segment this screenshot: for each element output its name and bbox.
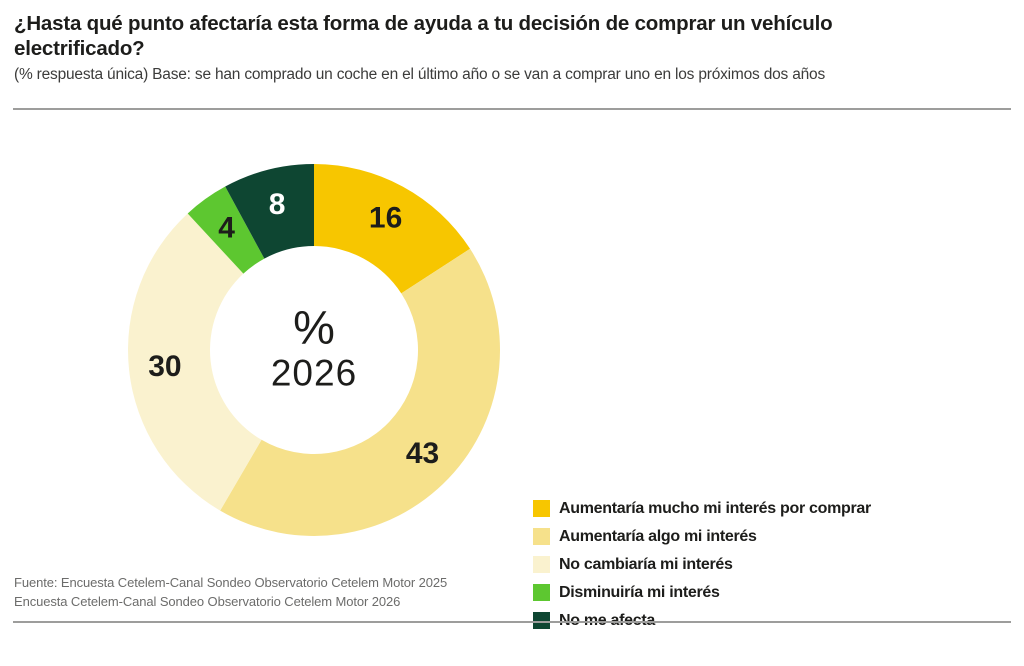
donut-chart: 16 43 30 4 8%2026 [128, 164, 501, 537]
legend-swatch-icon [533, 528, 550, 545]
donut-segment-4 [187, 186, 265, 274]
legend-swatch-icon [533, 556, 550, 573]
segment-value-label-1: 16 [369, 202, 402, 235]
center-percent-label: % [293, 301, 335, 354]
legend-item-1: Aumentaría mucho mi interés por comprar [533, 500, 871, 517]
legend-label: No me afecta [559, 611, 655, 629]
donut-chart-area: 16 43 30 4 8% 2026 Aumentaría mucho mi interé… [0, 115, 1024, 629]
legend-swatch-icon [533, 612, 550, 629]
legend-swatch-icon [533, 500, 550, 517]
source-line-2: Encuesta Cetelem-Canal Sondeo Observator… [14, 594, 401, 609]
source-line-1: Fuente: Encuesta Cetelem-Canal Sondeo Ob… [14, 575, 448, 590]
legend-label: Disminuiría mi interés [559, 583, 720, 601]
legend-label: Aumentaría mucho mi interés por comprar [559, 499, 871, 517]
legend-item-2: Aumentaría algo mi interés [533, 528, 871, 545]
legend-item-5: No me afecta [533, 612, 871, 629]
center-year-label: 2026 [271, 353, 357, 394]
top-divider [13, 108, 1011, 110]
donut-segment-3 [128, 213, 262, 511]
header: ¿Hasta qué punto afectaría esta forma de… [14, 12, 992, 84]
page-subtitle: (% respuesta única) Base: se han comprad… [14, 66, 826, 84]
bottom-divider [13, 621, 1011, 623]
legend-item-3: No cambiaría mi interés [533, 556, 871, 573]
segment-value-label-5: 8 [269, 188, 286, 221]
footer: Fuente: Encuesta Cetelem-Canal Sondeo Ob… [14, 573, 447, 611]
legend-label: Aumentaría algo mi interés [559, 527, 757, 545]
legend-item-4: Disminuiría mi interés [533, 584, 871, 601]
segment-value-label-3: 30 [148, 350, 181, 383]
legend-swatch-icon [533, 584, 550, 601]
donut-segment-1 [314, 164, 471, 294]
chart-legend: Aumentaría mucho mi interés por comprar A… [533, 500, 871, 629]
legend-label: No cambiaría mi interés [559, 555, 733, 573]
donut-segment-5 [225, 164, 314, 259]
segment-value-label-4: 4 [218, 212, 235, 245]
page-title: ¿Hasta qué punto afectaría esta forma de… [14, 12, 833, 60]
donut-segment-2 [220, 248, 501, 537]
segment-value-label-2: 43 [406, 437, 439, 470]
